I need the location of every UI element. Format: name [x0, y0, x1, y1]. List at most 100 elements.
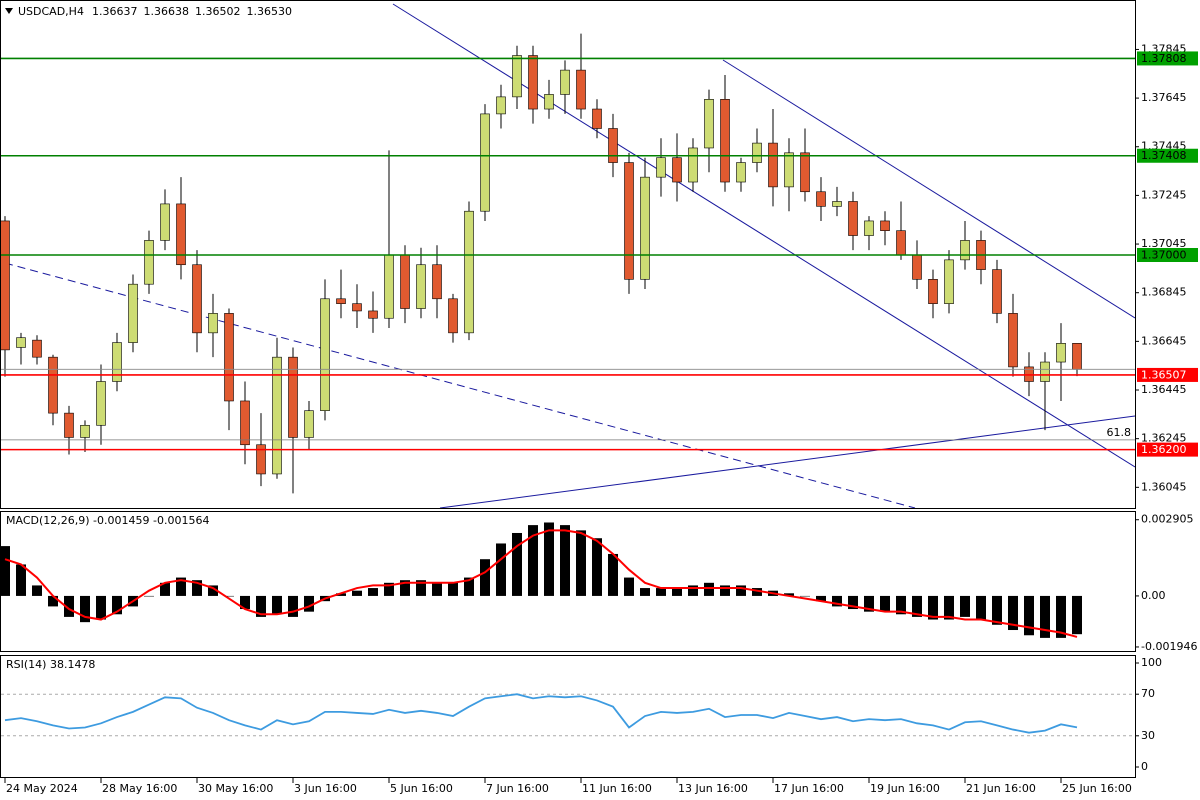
ohlc-value: 1.36530	[247, 5, 293, 18]
level-box	[1137, 248, 1198, 262]
symbol-title: USDCAD,H4	[18, 5, 84, 18]
macd-bar	[672, 588, 682, 596]
signal-line	[4, 529, 1078, 638]
macd-bar	[432, 582, 442, 596]
candle-body	[896, 230, 906, 256]
level-label: 1.36200	[1141, 443, 1187, 456]
menu-arrow[interactable]	[5, 8, 13, 14]
macd-bar	[208, 585, 218, 596]
level-label: 1.37408	[1141, 149, 1187, 162]
macd-bar	[1040, 595, 1050, 638]
ohlc-header: 1.36637 1.36638 1.36502 1.36530	[92, 5, 292, 18]
macd-bar	[80, 595, 90, 623]
macd-bar	[816, 595, 826, 602]
y-tick-label: -0.001946	[1141, 640, 1197, 653]
x-tick-label: 7 Jun 16:00	[486, 782, 549, 795]
macd-bar	[912, 595, 922, 617]
macd-bar	[304, 595, 314, 612]
macd-bar	[992, 595, 1002, 625]
candle-body	[832, 201, 842, 207]
candle-body	[576, 69, 586, 110]
macd-bar	[64, 595, 74, 617]
rsi-title: RSI(14) 38.1478	[6, 658, 95, 671]
trend-line	[439, 415, 1135, 508]
macd-bar	[256, 595, 266, 617]
x-tick-label: 13 Jun 16:00	[678, 782, 748, 795]
y-tick-label: 1.37245	[1141, 188, 1187, 201]
x-tick-label: 28 May 16:00	[102, 782, 177, 795]
y-tick-label: 1.37045	[1141, 237, 1187, 250]
macd-bar	[48, 595, 58, 607]
macd-bar	[640, 588, 650, 596]
macd-bar	[144, 595, 154, 597]
macd-bar	[720, 585, 730, 596]
macd-bar	[976, 595, 986, 620]
candle-body	[960, 240, 970, 261]
macd-bar	[752, 588, 762, 596]
candle-body	[768, 142, 778, 188]
macd-bar	[336, 593, 346, 596]
candle-body	[176, 203, 186, 266]
candle-body	[272, 356, 282, 475]
macd-bar	[1008, 595, 1018, 631]
candle-body	[720, 99, 730, 183]
y-tick-label: 70	[1141, 687, 1155, 700]
candle-body	[848, 201, 858, 236]
candle-body	[496, 96, 506, 115]
macd-bar	[608, 553, 618, 596]
candle-body	[464, 210, 474, 334]
level-label: 1.37808	[1141, 52, 1187, 65]
candle-body	[560, 69, 570, 95]
y-tick-label: 1.36045	[1141, 480, 1187, 493]
candle-body	[512, 55, 522, 98]
level-box	[1137, 51, 1198, 66]
macd-bar	[480, 559, 490, 596]
macd-bar	[464, 577, 474, 596]
macd-bar	[400, 580, 410, 596]
macd-bar	[800, 595, 810, 597]
macd-bar	[384, 582, 394, 596]
macd-title: MACD(12,26,9) -0.001459 -0.001564	[6, 514, 209, 527]
candle-body	[64, 412, 74, 438]
ohlc-value: 1.36502	[195, 5, 241, 18]
macd-bar	[944, 595, 954, 620]
macd-bar	[352, 590, 362, 596]
macd-bar	[0, 546, 10, 596]
candle-body	[704, 99, 714, 149]
macd-bar	[544, 522, 554, 596]
main-plot	[1, 33, 1135, 494]
x-tick-label: 3 Jun 16:00	[294, 782, 357, 795]
macd-bar	[864, 595, 874, 612]
x-tick-label: 17 Jun 16:00	[774, 782, 844, 795]
candle-body	[192, 264, 202, 334]
macd-bar	[224, 595, 234, 597]
macd-bar	[624, 577, 634, 596]
candle-body	[800, 152, 810, 193]
level-box	[1137, 442, 1198, 457]
y-tick-label: 1.37645	[1141, 91, 1187, 104]
macd-bar	[784, 593, 794, 596]
level-box	[1137, 148, 1198, 163]
candle-body	[336, 298, 346, 304]
macd-bar	[592, 538, 602, 596]
macd-bar	[288, 595, 298, 617]
level-label: 1.37000	[1141, 249, 1187, 262]
candle-body	[288, 356, 298, 438]
candle-body	[1072, 343, 1082, 370]
candle-body	[304, 410, 314, 438]
macd-bar	[272, 595, 282, 615]
x-tick-label: 11 Jun 16:00	[582, 782, 652, 795]
x-tick-label: 5 Jun 16:00	[390, 782, 453, 795]
candle-body	[544, 94, 554, 110]
candle-body	[32, 339, 42, 358]
x-tick-label: 30 May 16:00	[198, 782, 273, 795]
macd-bar	[512, 532, 522, 596]
macd-bar	[496, 543, 506, 596]
y-tick-label: 0.00	[1141, 589, 1166, 602]
macd-bar	[192, 580, 202, 596]
candle-body	[416, 264, 426, 309]
macd-bar	[528, 525, 538, 596]
candle-body	[864, 220, 874, 236]
candle-body	[592, 108, 602, 129]
